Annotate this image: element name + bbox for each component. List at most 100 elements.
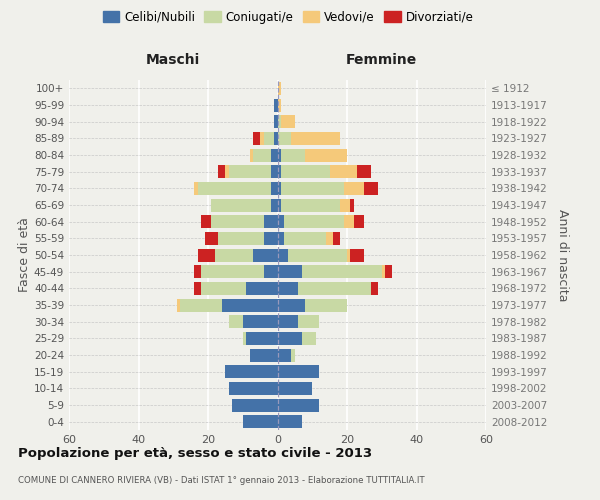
Bar [263,215,277,228]
Bar [211,198,271,211]
Bar [344,182,364,195]
Bar [302,265,382,278]
Bar [243,315,277,328]
Bar [277,115,281,128]
Bar [177,298,180,312]
Text: Maschi: Maschi [146,52,200,66]
Bar [205,232,218,245]
Bar [271,165,277,178]
Bar [253,248,277,262]
Bar [243,415,277,428]
Bar [284,215,344,228]
Bar [253,148,271,162]
Bar [277,98,281,112]
Bar [277,215,284,228]
Bar [382,265,385,278]
Bar [302,332,316,345]
Bar [347,248,350,262]
Bar [218,165,226,178]
Bar [274,115,277,128]
Bar [277,182,281,195]
Bar [232,398,277,411]
Bar [284,232,326,245]
Bar [226,365,277,378]
Bar [354,215,364,228]
Bar [201,282,246,295]
Bar [271,148,277,162]
Bar [298,315,319,328]
Bar [364,182,378,195]
Bar [340,198,350,211]
Bar [385,265,392,278]
Bar [277,365,319,378]
Bar [344,215,354,228]
Bar [277,298,305,312]
Bar [292,348,295,362]
Bar [201,215,211,228]
Bar [277,348,292,362]
Text: Femmine: Femmine [346,52,418,66]
Bar [250,348,277,362]
Bar [194,265,201,278]
Bar [288,248,347,262]
Bar [277,232,284,245]
Bar [277,382,312,395]
Bar [263,265,277,278]
Bar [305,148,347,162]
Bar [277,282,298,295]
Bar [350,248,364,262]
Bar [201,265,263,278]
Bar [281,182,344,195]
Bar [194,182,197,195]
Bar [211,215,263,228]
Bar [260,132,263,145]
Bar [222,298,277,312]
Bar [298,282,371,295]
Bar [197,248,215,262]
Bar [215,248,253,262]
Bar [281,115,295,128]
Bar [197,182,271,195]
Bar [326,232,333,245]
Bar [263,232,277,245]
Bar [277,332,302,345]
Bar [226,165,229,178]
Bar [371,282,378,295]
Bar [243,332,246,345]
Text: COMUNE DI CANNERO RIVIERA (VB) - Dati ISTAT 1° gennaio 2013 - Elaborazione TUTTI: COMUNE DI CANNERO RIVIERA (VB) - Dati IS… [18,476,425,485]
Y-axis label: Fasce di età: Fasce di età [18,218,31,292]
Bar [277,398,319,411]
Bar [305,298,347,312]
Legend: Celibi/Nubili, Coniugati/e, Vedovi/e, Divorziati/e: Celibi/Nubili, Coniugati/e, Vedovi/e, Di… [98,6,478,28]
Bar [246,282,277,295]
Bar [277,415,302,428]
Bar [277,165,281,178]
Bar [277,148,281,162]
Bar [292,132,340,145]
Bar [271,182,277,195]
Bar [246,332,277,345]
Bar [274,98,277,112]
Bar [277,265,302,278]
Bar [277,315,298,328]
Y-axis label: Anni di nascita: Anni di nascita [556,208,569,301]
Bar [277,82,281,95]
Bar [229,315,243,328]
Bar [277,198,281,211]
Bar [350,198,354,211]
Bar [281,165,329,178]
Bar [229,382,277,395]
Bar [250,148,253,162]
Text: Popolazione per età, sesso e stato civile - 2013: Popolazione per età, sesso e stato civil… [18,448,372,460]
Bar [263,132,274,145]
Bar [271,198,277,211]
Bar [194,282,201,295]
Bar [277,248,288,262]
Bar [358,165,371,178]
Bar [281,148,305,162]
Bar [274,132,277,145]
Bar [218,232,263,245]
Bar [180,298,222,312]
Bar [281,198,340,211]
Bar [253,132,260,145]
